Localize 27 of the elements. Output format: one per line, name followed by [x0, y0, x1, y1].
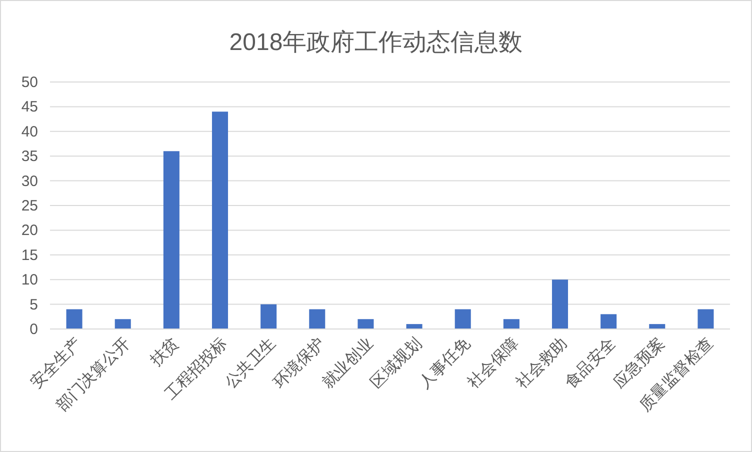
bar [649, 324, 666, 329]
bar [260, 304, 277, 329]
bar [163, 151, 180, 329]
y-tick-label: 20 [21, 222, 38, 240]
bar [309, 309, 326, 329]
bar [454, 309, 471, 329]
bar [114, 319, 131, 329]
bar [503, 319, 520, 329]
y-tick-label: 0 [30, 321, 38, 338]
y-tick-label: 25 [21, 198, 38, 214]
x-tick-label: 扶贫 [146, 334, 182, 370]
y-tick-label: 5 [30, 296, 38, 314]
bar [698, 309, 714, 329]
y-tick-label: 30 [21, 172, 38, 190]
y-tick-label: 45 [21, 98, 38, 116]
bar [358, 319, 374, 329]
y-tick-label: 50 [21, 74, 38, 91]
bar [600, 314, 617, 329]
y-tick-label: 15 [21, 246, 38, 264]
y-tick-label: 40 [21, 123, 38, 140]
y-tick-label: 10 [21, 272, 38, 289]
y-tick-label: 35 [21, 148, 38, 166]
bar [406, 324, 422, 329]
bar [552, 280, 568, 329]
chart-title: 2018年政府工作动态信息数 [229, 29, 523, 56]
bar [66, 309, 82, 329]
bar [212, 112, 228, 329]
